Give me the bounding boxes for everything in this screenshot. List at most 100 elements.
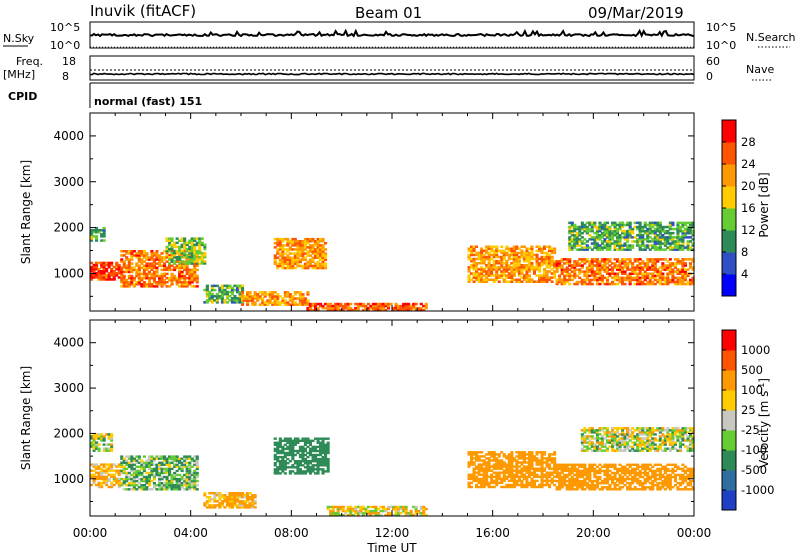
echo-cell — [482, 255, 486, 259]
echo-cell — [281, 264, 285, 268]
echo-cell — [568, 229, 572, 233]
echo-cell — [691, 488, 695, 491]
echo-cell — [603, 449, 607, 452]
echo-cell — [142, 475, 146, 479]
echo-cell — [152, 281, 156, 284]
echo-cell — [588, 431, 592, 434]
echo-cell — [585, 473, 589, 477]
echo-cell — [623, 244, 627, 247]
echo-cell — [628, 282, 632, 286]
echo-cell — [120, 455, 124, 458]
echo-cell — [419, 507, 423, 511]
echo-cell — [117, 471, 121, 474]
echo-cell — [668, 242, 672, 245]
echo-cell — [298, 449, 302, 453]
echo-cell — [95, 435, 99, 438]
echo-cell — [470, 264, 474, 267]
echo-cell — [208, 496, 212, 499]
echo-cell — [208, 297, 212, 300]
echo-cell — [565, 484, 569, 487]
echo-cell — [495, 473, 499, 476]
echo-cell — [137, 461, 141, 464]
echo-cell — [510, 483, 514, 487]
echo-cell — [671, 240, 675, 243]
echo-cell — [558, 278, 562, 282]
echo-cell — [100, 485, 104, 489]
echo-cell — [278, 262, 282, 266]
echo-cell — [308, 304, 312, 308]
echo-cell — [621, 475, 625, 479]
echo-cell — [643, 471, 647, 475]
echo-cell — [472, 245, 476, 248]
echo-cell — [180, 243, 184, 247]
echo-cell — [563, 278, 567, 282]
echo-cell — [535, 463, 539, 466]
echo-cell — [210, 492, 214, 495]
echo-cell — [243, 504, 247, 507]
echo-cell — [145, 461, 149, 464]
echo-cell — [185, 258, 189, 261]
echo-cell — [507, 249, 511, 253]
echo-cell — [588, 270, 592, 273]
echo-cell — [603, 238, 607, 241]
echo-cell — [122, 477, 126, 481]
echo-cell — [505, 483, 509, 487]
echo-cell — [188, 258, 192, 261]
echo-cell — [147, 455, 151, 458]
echo-cell — [527, 264, 531, 267]
echo-cell — [210, 295, 214, 298]
echo-cell — [215, 295, 219, 298]
echo-cell — [668, 238, 672, 241]
echo-cell — [676, 282, 680, 286]
echo-cell — [308, 451, 312, 455]
echo-cell — [276, 299, 280, 302]
echo-cell — [613, 488, 617, 491]
echo-cell — [681, 482, 685, 485]
echo-cell — [628, 244, 632, 247]
echo-cell — [346, 514, 350, 517]
echo-cell — [467, 485, 471, 489]
echo-cell — [638, 484, 642, 487]
echo-cell — [583, 242, 587, 245]
echo-cell — [218, 297, 222, 300]
echo-cell — [522, 465, 526, 468]
echo-cell — [505, 471, 509, 474]
echo-cell — [510, 270, 514, 273]
echo-cell — [485, 469, 489, 472]
echo-cell — [140, 276, 144, 280]
echo-cell — [155, 254, 159, 257]
echo-cell — [595, 234, 599, 237]
echo-cell — [686, 231, 690, 235]
echo-cell — [578, 471, 582, 475]
echo-cell — [545, 262, 549, 265]
echo-cell — [142, 463, 146, 466]
echo-cell — [653, 258, 657, 261]
echo-cell — [502, 463, 506, 466]
echo-cell — [158, 461, 162, 464]
echo-cell — [527, 483, 531, 487]
echo-cell — [470, 278, 474, 281]
echo-cell — [482, 463, 486, 466]
echo-cell — [543, 245, 547, 248]
echo-cell — [588, 484, 592, 487]
echo-cell — [379, 505, 383, 509]
echo-cell — [193, 276, 197, 280]
echo-cell — [500, 479, 504, 483]
echo-cell — [173, 266, 177, 269]
echo-cell — [306, 250, 310, 253]
echo-cell — [251, 498, 255, 501]
echo-cell — [319, 462, 323, 465]
echo-cell — [160, 256, 164, 259]
echo-cell — [605, 473, 609, 477]
echo-cell — [475, 459, 479, 462]
echo-cell — [515, 471, 519, 474]
echo-cell — [248, 502, 252, 505]
echo-cell — [288, 303, 292, 306]
echo-cell — [130, 281, 134, 284]
echo-cell — [651, 479, 655, 483]
echo-cell — [374, 511, 378, 515]
echo-cell — [283, 299, 287, 302]
echo-cell — [553, 272, 557, 275]
echo-cell — [595, 447, 599, 450]
echo-cell — [168, 482, 172, 485]
